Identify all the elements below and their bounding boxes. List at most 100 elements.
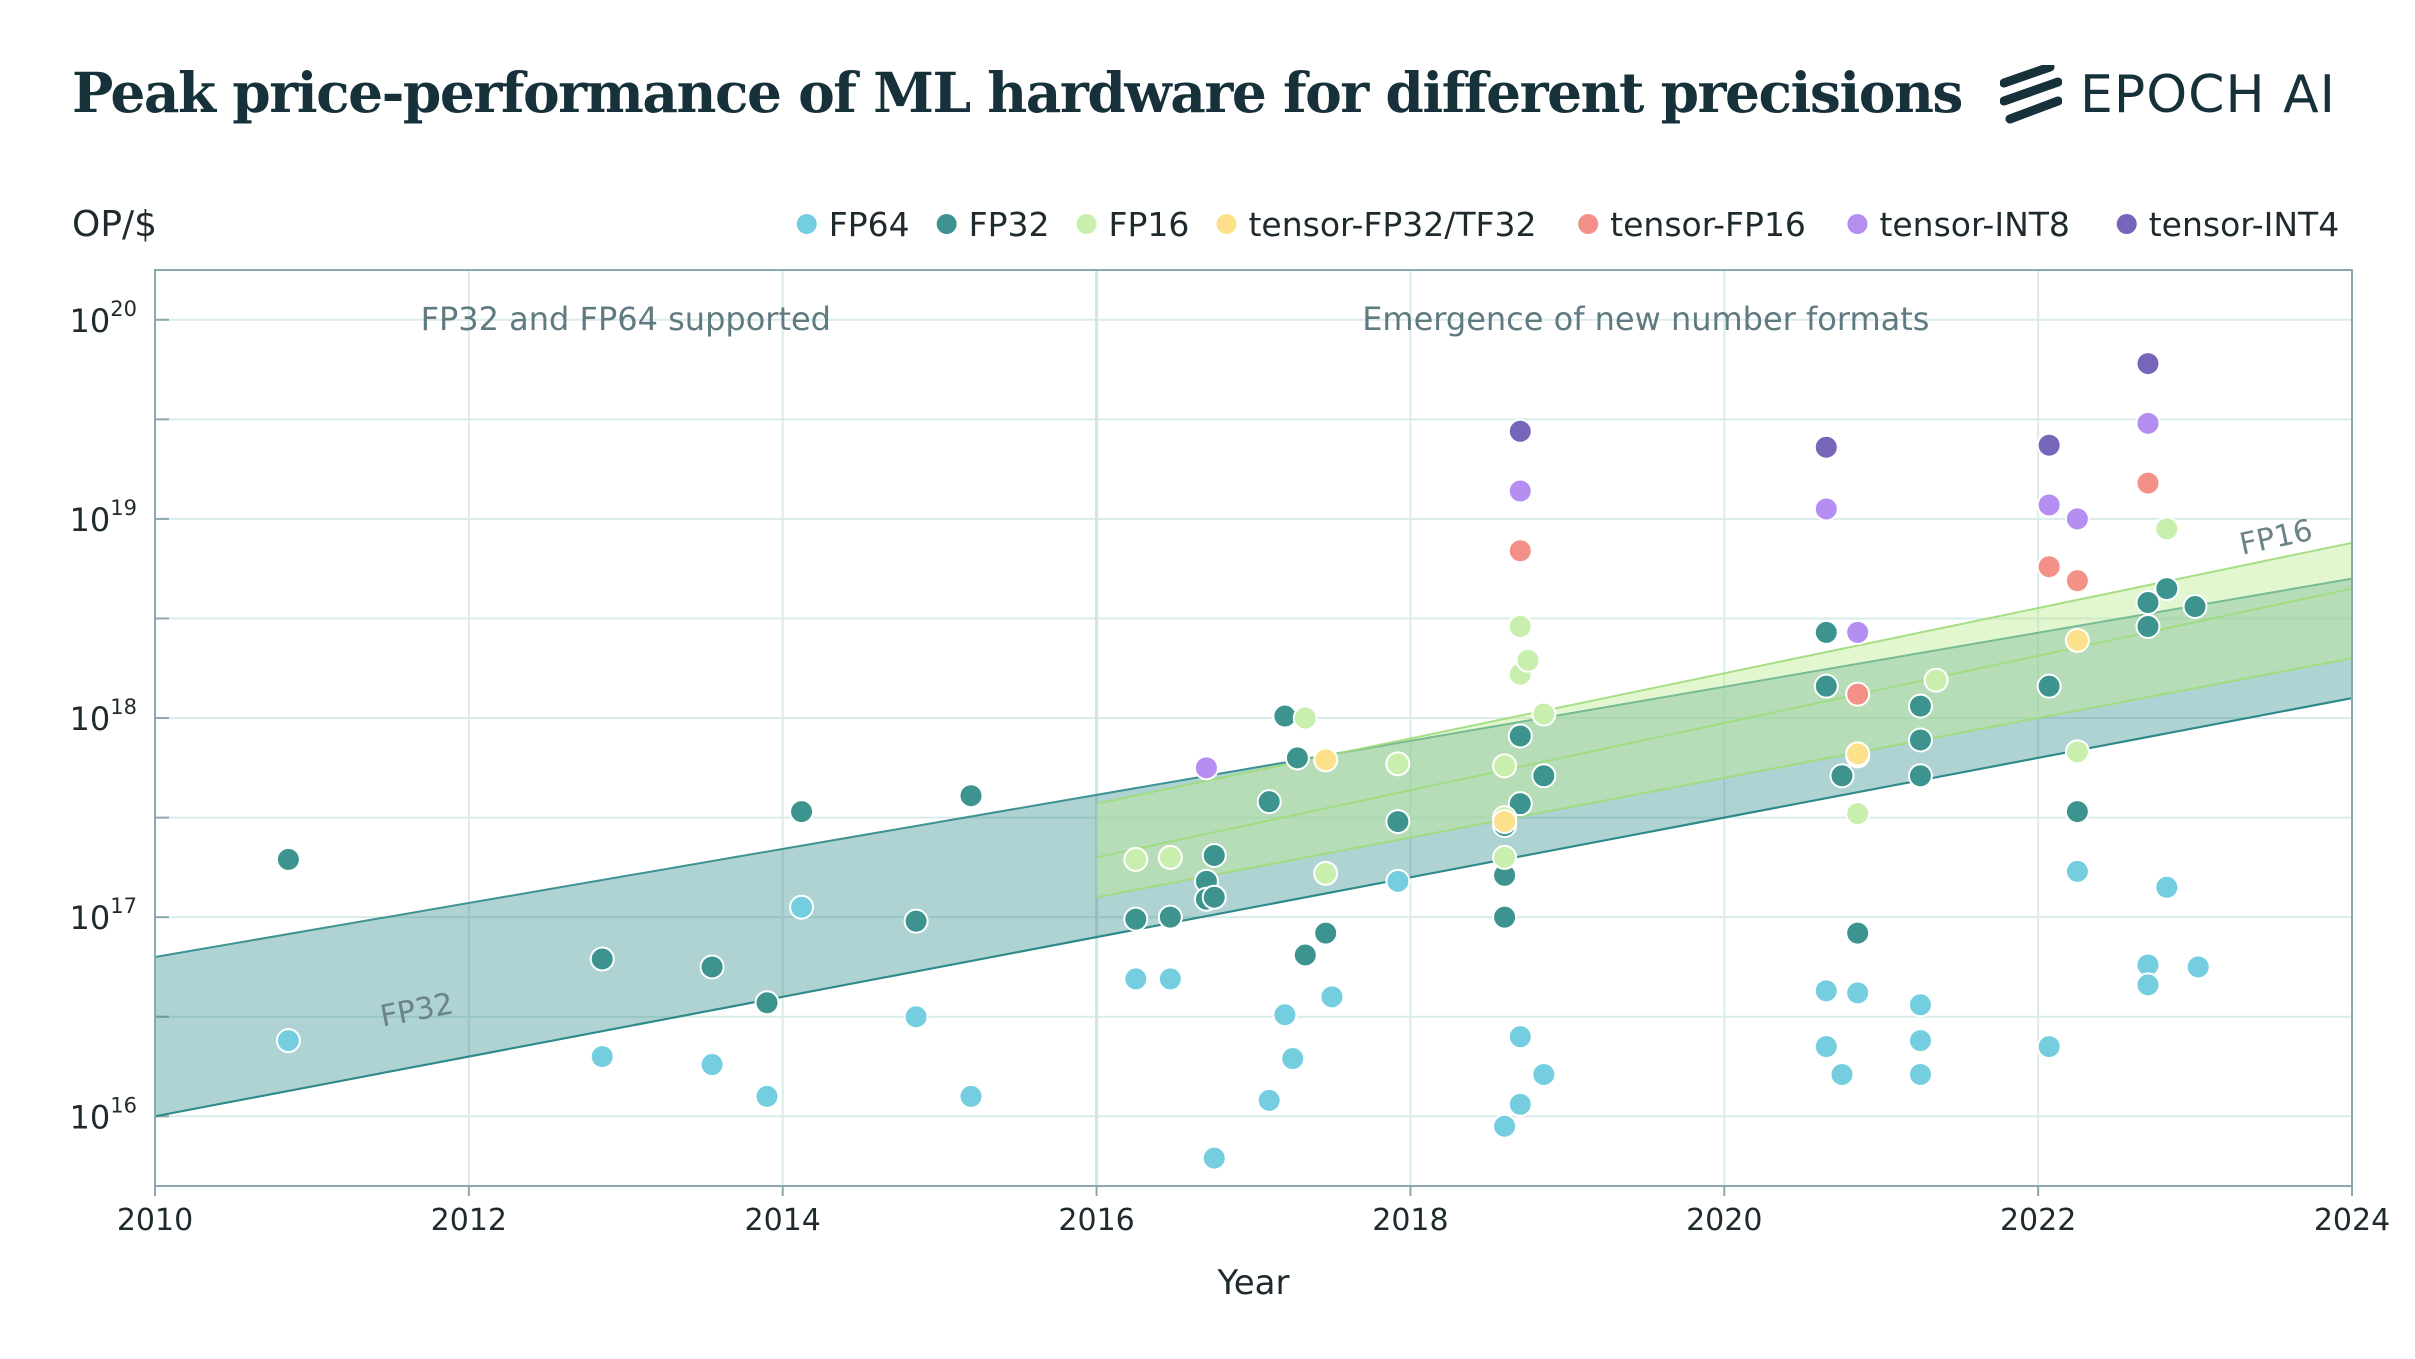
data-point	[2154, 576, 2180, 602]
data-point	[2154, 874, 2180, 900]
band-lower-edge	[1096, 657, 2353, 899]
data-point	[1907, 763, 1933, 789]
legend-label: FP64	[829, 205, 910, 244]
brand-name: EPOCH AI	[2080, 65, 2336, 125]
data-point	[1292, 705, 1318, 731]
data-point	[754, 990, 780, 1016]
data-point	[1201, 1145, 1227, 1171]
x-axis-label: Year	[1217, 1263, 1290, 1303]
data-point	[1813, 1034, 1839, 1060]
data-point	[2064, 627, 2090, 653]
data-point	[1123, 906, 1149, 932]
data-point	[1507, 538, 1533, 564]
data-point	[1492, 1113, 1518, 1139]
data-point	[789, 799, 815, 825]
legend-label: FP32	[969, 205, 1050, 244]
data-point	[1907, 693, 1933, 719]
y-tick-label: 1020	[70, 297, 137, 340]
data-point	[1201, 842, 1227, 868]
series-tensor-int8	[1193, 410, 2161, 781]
data-point	[754, 1083, 780, 1109]
legend-item: tensor-INT4	[2116, 205, 2339, 244]
legend-swatch	[1578, 214, 1599, 234]
data-point	[1507, 1091, 1533, 1117]
data-point	[2036, 1034, 2062, 1060]
data-point	[1507, 791, 1533, 817]
legend-label: tensor-INT8	[1879, 205, 2069, 244]
era-annotation: Emergence of new number formats	[1362, 300, 1929, 338]
brand-logo: EPOCH AI	[2000, 60, 2336, 130]
data-point	[1813, 619, 1839, 645]
legend: FP64 FP32 FP16 tensor-FP32/TF32 tensor-FP16 t…	[796, 205, 2339, 244]
legend-item: tensor-FP32/TF32	[1216, 205, 1537, 244]
data-point	[1845, 619, 1871, 645]
data-point	[1201, 884, 1227, 910]
legend-swatch	[1076, 214, 1097, 234]
data-point	[275, 846, 301, 872]
data-point	[1123, 846, 1149, 872]
x-tick-label: 2010	[117, 1203, 193, 1238]
data-point	[1319, 984, 1345, 1010]
legend-swatch	[796, 214, 817, 234]
data-point	[1507, 1024, 1533, 1050]
data-point	[2064, 799, 2090, 825]
data-point	[2036, 492, 2062, 518]
data-point	[1492, 904, 1518, 930]
data-point	[1256, 1087, 1282, 1113]
legend-swatch	[1216, 214, 1237, 234]
data-point	[1507, 723, 1533, 749]
data-point	[1813, 496, 1839, 522]
data-point	[2036, 432, 2062, 458]
y-axis-label: OP/$	[72, 204, 157, 245]
band-fill	[1096, 542, 2352, 898]
data-point	[1845, 980, 1871, 1006]
data-point	[275, 1028, 301, 1054]
data-point	[1829, 763, 1855, 789]
data-point	[1829, 1061, 1855, 1087]
data-point	[1531, 1061, 1557, 1087]
data-point	[2154, 516, 2180, 542]
data-point	[1193, 755, 1219, 781]
data-point	[2135, 351, 2161, 377]
y-tick-label: 1016	[70, 1093, 137, 1136]
data-point	[1313, 747, 1339, 773]
data-point	[2064, 568, 2090, 594]
legend-label: tensor-FP32/TF32	[1248, 205, 1536, 244]
data-point	[1907, 727, 1933, 753]
legend-item: tensor-INT8	[1847, 205, 2070, 244]
data-point	[1272, 703, 1298, 729]
data-point	[1531, 701, 1557, 727]
data-point	[1385, 751, 1411, 777]
data-point	[1845, 920, 1871, 946]
series-tensor-int4	[1507, 351, 2161, 460]
data-point	[1385, 868, 1411, 894]
data-point	[1385, 809, 1411, 835]
trend-band-fp32: FP32	[154, 577, 2353, 1118]
legend-label: tensor-FP16	[1610, 205, 1806, 244]
data-point	[1845, 681, 1871, 707]
data-point	[903, 908, 929, 934]
data-point	[2182, 594, 2208, 620]
data-point	[1157, 904, 1183, 930]
series-tensor-fp16	[1507, 470, 2161, 707]
data-point	[1907, 992, 1933, 1018]
data-point	[2135, 613, 2161, 639]
x-tick-label: 2022	[2000, 1203, 2076, 1238]
y-tick-label: 1018	[70, 695, 137, 738]
data-point	[1845, 801, 1871, 827]
data-point	[1507, 418, 1533, 444]
data-point	[2064, 858, 2090, 884]
legend-item: FP64	[796, 205, 910, 244]
data-point	[1492, 753, 1518, 779]
data-point	[1492, 809, 1518, 835]
data-point	[2135, 410, 2161, 436]
data-point	[2036, 673, 2062, 699]
data-point	[699, 954, 725, 980]
data-point	[1492, 844, 1518, 870]
legend-swatch	[1847, 214, 1868, 234]
data-point	[958, 1083, 984, 1109]
y-tick-label: 1019	[70, 496, 137, 539]
data-point	[1284, 745, 1310, 771]
x-tick-label: 2014	[745, 1203, 821, 1238]
